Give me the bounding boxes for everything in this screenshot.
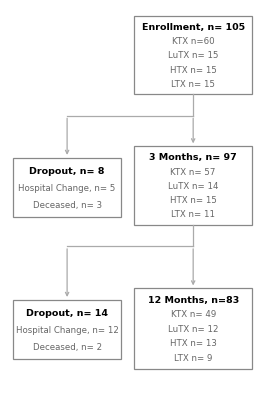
Text: LTX n= 9: LTX n= 9	[174, 354, 212, 363]
Text: KTX n= 49: KTX n= 49	[170, 310, 216, 319]
Text: KTX n=60: KTX n=60	[172, 37, 214, 46]
Text: Hospital Change, n= 12: Hospital Change, n= 12	[16, 326, 118, 335]
Text: Dropout, n= 14: Dropout, n= 14	[26, 308, 108, 318]
Text: LuTX n= 14: LuTX n= 14	[168, 182, 218, 191]
Text: Dropout, n= 8: Dropout, n= 8	[29, 166, 105, 176]
Text: Deceased, n= 3: Deceased, n= 3	[32, 201, 102, 210]
Text: KTX n= 57: KTX n= 57	[170, 168, 216, 177]
Text: HTX n= 15: HTX n= 15	[170, 196, 217, 205]
Text: Hospital Change, n= 5: Hospital Change, n= 5	[18, 184, 116, 193]
Text: Deceased, n= 2: Deceased, n= 2	[32, 343, 102, 352]
FancyBboxPatch shape	[13, 158, 121, 217]
Text: LTX n= 15: LTX n= 15	[171, 80, 215, 89]
FancyBboxPatch shape	[13, 300, 121, 359]
Text: LTX n= 11: LTX n= 11	[171, 210, 215, 219]
Text: HTX n= 15: HTX n= 15	[170, 66, 217, 74]
FancyBboxPatch shape	[134, 288, 252, 369]
Text: 3 Months, n= 97: 3 Months, n= 97	[149, 154, 237, 162]
FancyBboxPatch shape	[134, 146, 252, 225]
Text: Enrollment, n= 105: Enrollment, n= 105	[142, 23, 245, 32]
Text: 12 Months, n=83: 12 Months, n=83	[148, 296, 239, 305]
Text: LuTX n= 12: LuTX n= 12	[168, 325, 218, 334]
Text: HTX n= 13: HTX n= 13	[170, 340, 217, 348]
FancyBboxPatch shape	[134, 16, 252, 94]
Text: LuTX n= 15: LuTX n= 15	[168, 51, 218, 60]
